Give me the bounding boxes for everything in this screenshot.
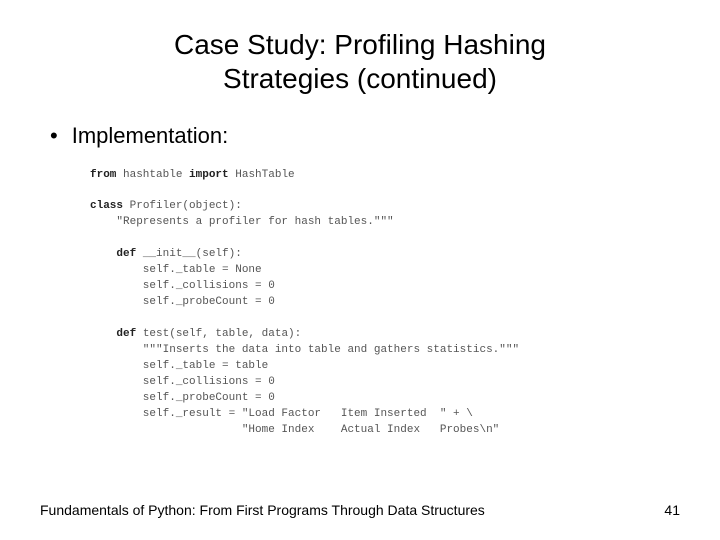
code-text: "Home Index Actual Index Probes\n": [90, 424, 499, 436]
code-text: self._probeCount = 0: [90, 392, 275, 404]
code-text: self._table = None: [90, 264, 262, 276]
code-text: __init__(self):: [136, 248, 242, 260]
code-keyword: import: [189, 169, 229, 181]
code-text: "Represents a profiler for hash tables."…: [90, 216, 394, 228]
code-keyword: def: [116, 328, 136, 340]
slide-title: Case Study: Profiling Hashing Strategies…: [40, 28, 680, 95]
slide-container: Case Study: Profiling Hashing Strategies…: [0, 0, 720, 540]
code-text: [90, 248, 116, 260]
bullet-text: Implementation:: [72, 123, 229, 149]
slide-footer: Fundamentals of Python: From First Progr…: [40, 502, 680, 518]
code-text: self._probeCount = 0: [90, 296, 275, 308]
code-text: self._collisions = 0: [90, 280, 275, 292]
code-text: self._table = table: [90, 360, 268, 372]
code-text: test(self, table, data):: [136, 328, 301, 340]
code-keyword: def: [116, 248, 136, 260]
footer-text: Fundamentals of Python: From First Progr…: [40, 502, 485, 518]
code-keyword: class: [90, 200, 123, 212]
code-keyword: from: [90, 169, 116, 181]
bullet-marker: •: [50, 123, 58, 149]
page-number: 41: [664, 502, 680, 518]
code-block: from hashtable import HashTable class Pr…: [90, 168, 680, 439]
code-text: """Inserts the data into table and gathe…: [90, 344, 519, 356]
bullet-item: • Implementation:: [50, 123, 680, 149]
code-text: hashtable: [116, 169, 189, 181]
code-text: self._result = "Load Factor Item Inserte…: [90, 408, 473, 420]
title-line-1: Case Study: Profiling Hashing: [174, 29, 546, 60]
code-text: [90, 328, 116, 340]
code-text: Profiler(object):: [123, 200, 242, 212]
title-line-2: Strategies (continued): [223, 63, 497, 94]
code-text: self._collisions = 0: [90, 376, 275, 388]
code-text: HashTable: [229, 169, 295, 181]
